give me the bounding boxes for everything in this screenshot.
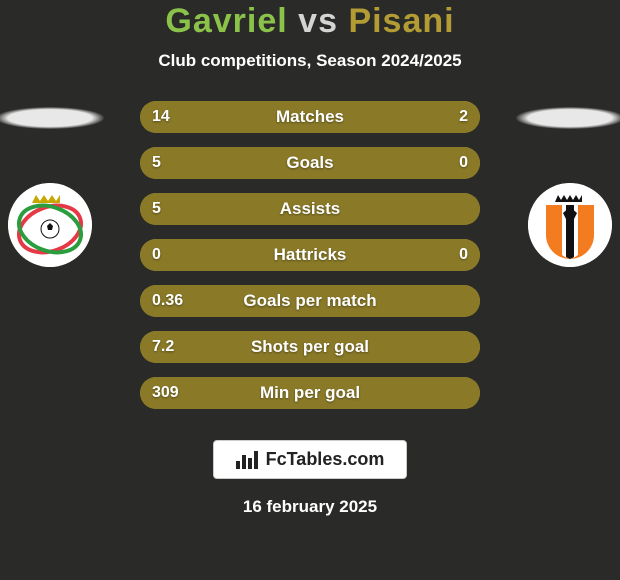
stat-fill-left	[140, 147, 480, 179]
stat-value-right: 0	[459, 147, 468, 179]
page-title: Gavriel vs Pisani	[0, 2, 620, 41]
stat-value-left: 5	[152, 193, 161, 225]
stat-value-left: 7.2	[152, 331, 174, 363]
stat-fill-right	[310, 239, 480, 271]
title-vs: vs	[298, 2, 338, 40]
stat-value-left: 309	[152, 377, 179, 409]
date-text: 16 february 2025	[0, 497, 620, 517]
stat-row: 50Goals	[140, 147, 480, 179]
left-player-column	[0, 101, 110, 267]
stat-fill-left	[140, 239, 310, 271]
club-logo-right-svg	[528, 183, 612, 267]
stat-row: 7.2Shots per goal	[140, 331, 480, 363]
bar-chart-icon	[236, 451, 258, 469]
stat-row: 0.36Goals per match	[140, 285, 480, 317]
stat-fill-left	[140, 331, 480, 363]
brand-badge: FcTables.com	[213, 440, 408, 479]
stat-value-left: 14	[152, 101, 170, 133]
stat-value-left: 0	[152, 239, 161, 271]
stat-value-right: 0	[459, 239, 468, 271]
stat-row: 309Min per goal	[140, 377, 480, 409]
stat-fill-left	[140, 193, 480, 225]
club-logo-right	[528, 183, 612, 267]
club-logo-left-svg	[8, 183, 92, 267]
title-right: Pisani	[348, 2, 454, 40]
player-placeholder-right	[516, 107, 620, 129]
stat-value-left: 0.36	[152, 285, 183, 317]
subtitle: Club competitions, Season 2024/2025	[0, 51, 620, 71]
right-player-column	[510, 101, 620, 267]
title-left: Gavriel	[165, 2, 287, 40]
stat-fill-right	[436, 101, 480, 133]
stat-fill-left	[140, 377, 480, 409]
stat-row: 5Assists	[140, 193, 480, 225]
stat-row: 00Hattricks	[140, 239, 480, 271]
stat-row: 142Matches	[140, 101, 480, 133]
club-logo-left	[8, 183, 92, 267]
player-placeholder-left	[0, 107, 104, 129]
stat-fill-left	[140, 285, 480, 317]
stat-bars: 142Matches50Goals5Assists00Hattricks0.36…	[140, 101, 480, 423]
stat-value-right: 2	[459, 101, 468, 133]
stat-value-left: 5	[152, 147, 161, 179]
stat-fill-left	[140, 101, 436, 133]
brand-text: FcTables.com	[266, 449, 385, 470]
